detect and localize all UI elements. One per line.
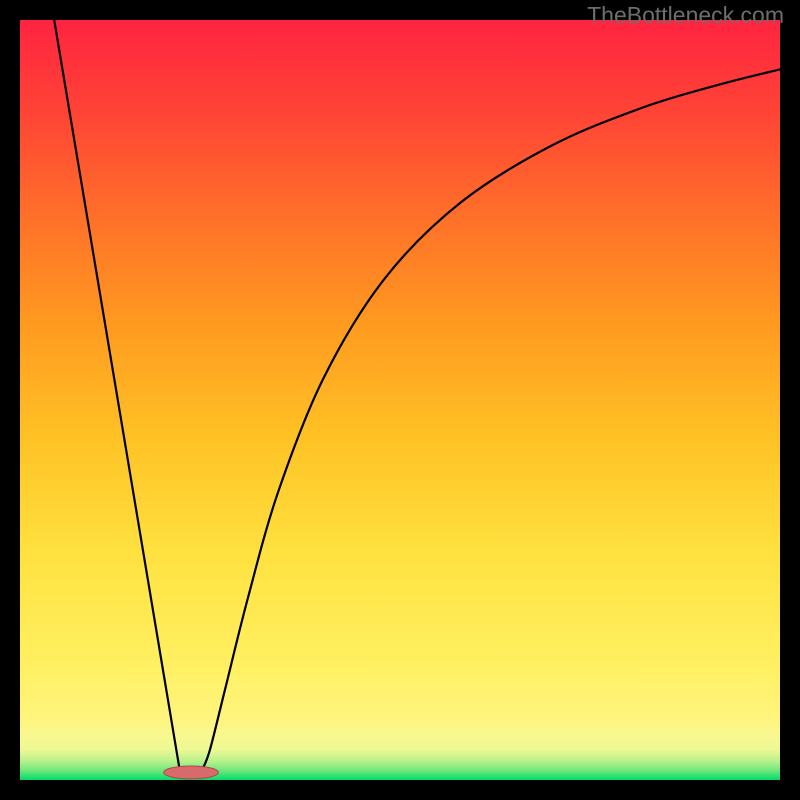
watermark-label: TheBottleneck.com xyxy=(587,2,784,29)
gradient-background xyxy=(20,20,780,780)
plot-svg xyxy=(20,20,780,780)
chart-canvas: TheBottleneck.com xyxy=(0,0,800,800)
bottleneck-marker xyxy=(164,766,219,779)
plot-area xyxy=(20,20,780,780)
